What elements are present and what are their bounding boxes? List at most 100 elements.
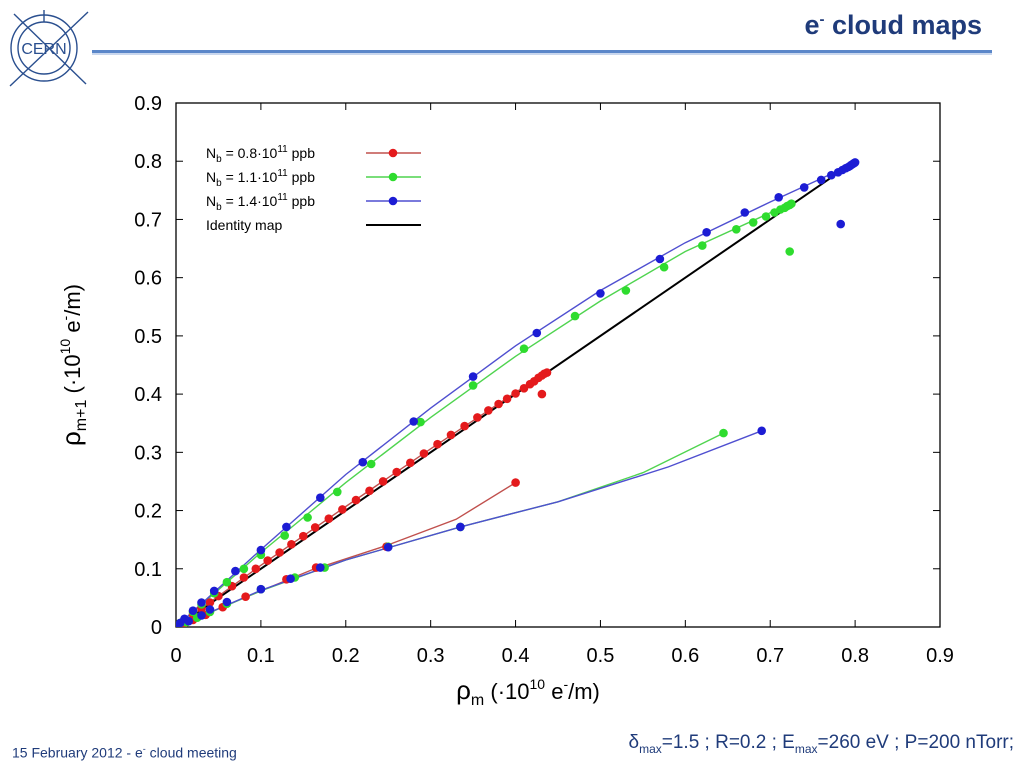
point-blue [205,605,215,614]
point-green [366,459,376,469]
point-red [241,592,250,601]
point-green [570,311,580,321]
x-tick-label: 0.1 [247,645,275,667]
title-rest: cloud maps [824,10,982,40]
y-tick-label: 0.4 [134,384,162,406]
params-delta: δ [628,732,640,753]
point-red [537,389,547,399]
footer-date: 15 February 2012 [12,744,123,761]
point-red [275,548,284,557]
point-red [406,458,415,468]
y-tick-label: 0.3 [134,442,162,464]
point-red [419,449,429,458]
footer-e: e [134,744,143,761]
point-blue [740,208,750,217]
slide-title: e- cloud maps [804,10,982,41]
point-blue [596,289,605,298]
point-blue [222,597,232,607]
point-blue [468,372,478,381]
point-blue [456,522,465,532]
point-green [748,218,758,227]
footer-params: δmax=1.5 ; R=0.2 ; Emax=260 eV ; P=200 n… [629,732,1014,756]
y-tick-label: 0 [151,617,162,639]
legend-marker [388,172,398,182]
point-green [280,531,290,540]
legend-marker [388,196,398,206]
footer-meeting: 15 February 2012 - e- cloud meeting [12,744,237,761]
point-blue [799,183,809,192]
point-blue [282,522,291,532]
x-tick-label: 0.3 [417,645,445,667]
point-green [732,225,741,234]
point-blue [256,545,266,555]
point-green [303,513,312,522]
point-red [365,486,374,496]
point-green [621,286,631,295]
point-blue [184,616,193,626]
title-e: e [804,10,820,40]
x-tick-label: 0.9 [926,645,954,667]
point-blue [850,158,860,167]
point-green [239,564,249,574]
y-tick-label: 0.7 [134,209,162,231]
point-blue [774,193,783,202]
point-red [433,439,442,449]
point-blue [209,586,219,596]
point-blue [197,598,206,607]
plot-area [176,158,860,627]
x-tick-label: 0.2 [332,645,360,667]
legend-label: Nb = 1.1·1011 ppb [206,168,315,189]
point-green [468,381,478,390]
point-red [473,413,482,422]
point-blue [702,228,711,237]
legend-label: Identity map [206,217,282,233]
point-green [659,262,669,272]
point-green [519,344,529,354]
point-green [719,428,728,438]
y-tick-label: 0.5 [134,326,162,348]
x-axis-label: ρm (·1010 e-/m) [456,675,600,709]
point-red [502,394,512,404]
point-red [511,389,520,398]
point-blue [757,426,766,436]
point-blue [197,611,206,620]
y-tick-label: 0.8 [134,151,162,173]
y-tick-label: 0.9 [134,93,162,115]
y-axis-label: ρm+1 (·1010 e-/m) [56,284,90,446]
footer-sep: - [122,744,135,761]
point-red [263,556,273,565]
x-tick-label: 0.7 [756,645,784,667]
point-red [239,573,249,582]
legend-label: Nb = 1.4·1011 ppb [206,192,315,213]
x-tick-label: 0.5 [587,645,615,667]
point-green [698,241,707,250]
x-tick-label: 0.4 [502,645,530,667]
point-red [378,477,388,486]
point-green [222,577,232,587]
point-blue [409,417,419,426]
point-red [542,368,552,377]
point-blue [256,584,266,594]
y-tick-label: 0.2 [134,501,162,523]
point-red [460,421,469,431]
point-red [310,523,320,532]
legend-marker [388,148,398,158]
point-blue [231,566,240,576]
point-red [251,564,261,574]
point-blue [316,493,325,503]
point-red [324,514,334,523]
legend-label: Nb = 0.8·1011 ppb [206,144,315,165]
y-tick-label: 0.6 [134,268,162,290]
point-blue [383,542,393,552]
fit-blue-lower [176,430,762,627]
footer-sup: - [142,744,146,754]
point-red [287,540,296,549]
point-blue [532,328,542,338]
point-red [205,598,215,607]
point-red [484,406,493,415]
cern-logo: CERN [9,10,89,87]
x-tick-label: 0.6 [671,645,699,667]
title-rule-shadow [92,53,992,55]
point-blue [286,574,295,583]
